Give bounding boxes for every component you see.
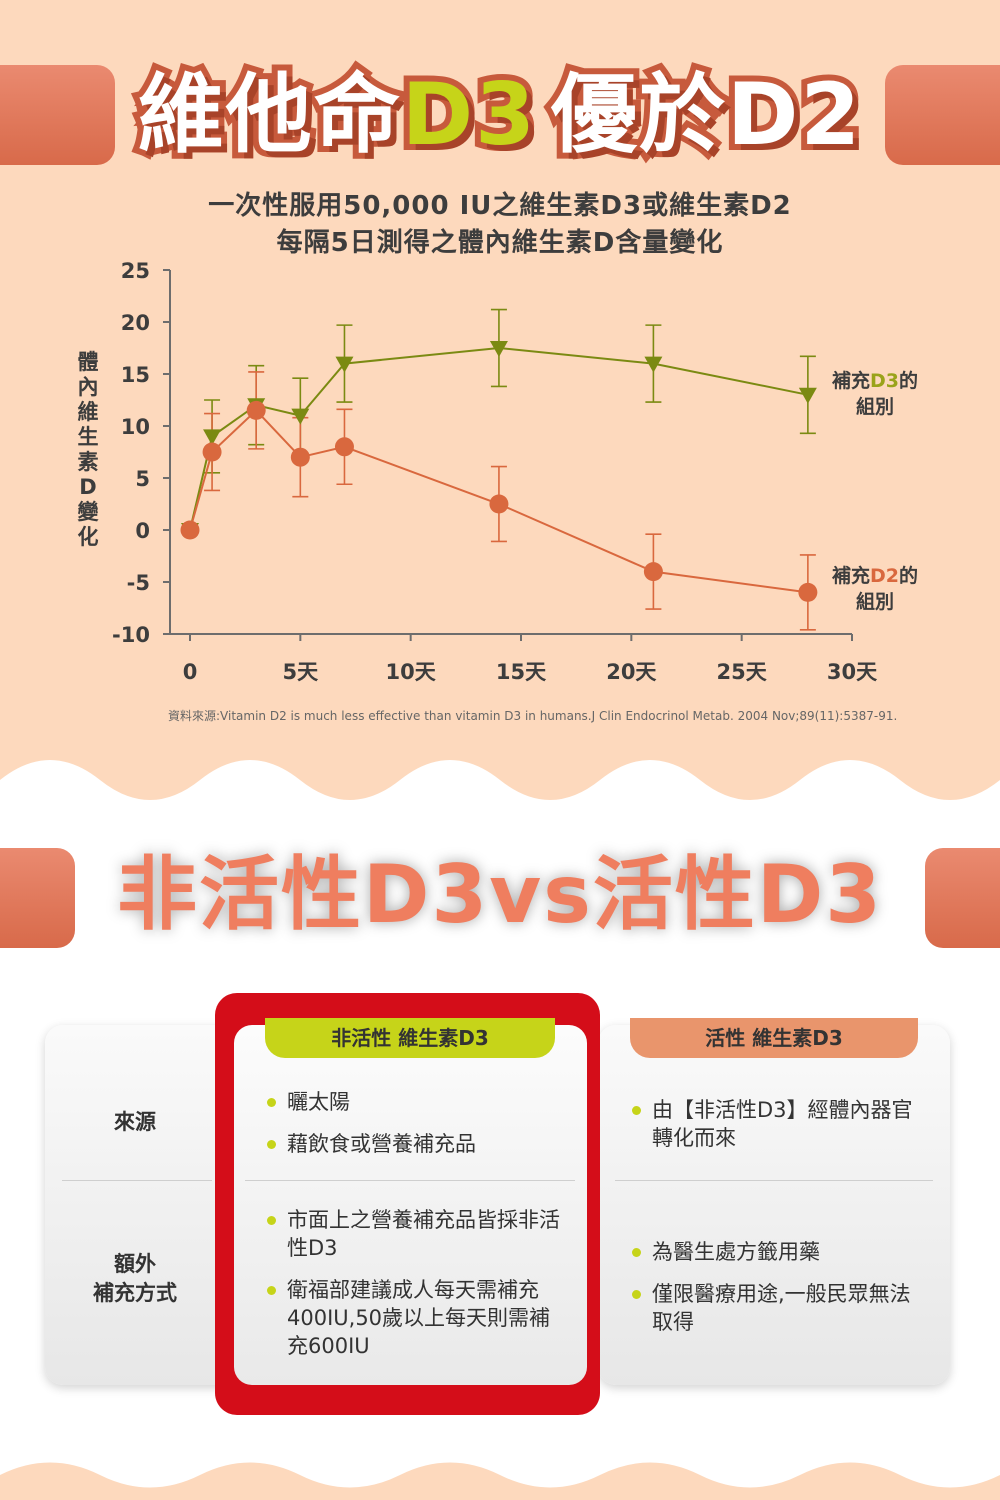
x-tick-label: 30天 bbox=[827, 660, 878, 684]
x-tick-label: 20天 bbox=[606, 660, 657, 684]
line-chart: 25 20 15 10 5 0 -5 -10 0 5天 10天 15天 20天 25天 30天 bbox=[112, 259, 878, 684]
active-extra-list: 為醫生處方籤用藥 僅限醫療用途,一般民眾無法取得 bbox=[630, 1238, 930, 1350]
legend-d3-line2: 組別 bbox=[855, 396, 894, 418]
y-tick-label: -10 bbox=[112, 623, 150, 647]
x-tick-label: 10天 bbox=[386, 660, 437, 684]
list-item: 僅限醫療用途,一般民眾無法取得 bbox=[630, 1280, 930, 1336]
data-point-d2 bbox=[180, 520, 200, 540]
data-point-d3 bbox=[644, 356, 663, 373]
y-tick-label: -5 bbox=[127, 571, 150, 595]
y-axis-label-char: 素 bbox=[77, 450, 99, 474]
page-title: 維他命D3 優於D2 bbox=[120, 59, 880, 171]
legend-d2-line2: 組別 bbox=[855, 591, 894, 613]
section2-title-text: 非活性D3vs活性D3 bbox=[111, 842, 887, 947]
y-axis-label-char: 內 bbox=[77, 375, 99, 399]
list-item: 由【非活性D3】經體內器官轉化而來 bbox=[630, 1096, 930, 1152]
left-divider bbox=[62, 1180, 212, 1181]
y-axis-label-char: 化 bbox=[77, 525, 99, 549]
right-divider bbox=[615, 1180, 933, 1181]
chart-section: 維他命D3 優於D2 一次性服用50,000 IU之維生素D3或維生素D2 每隔5… bbox=[0, 0, 1000, 800]
mid-divider bbox=[245, 1180, 575, 1181]
x-tick-label: 15天 bbox=[496, 660, 547, 684]
section2-bar-left bbox=[0, 848, 75, 948]
inactive-header: 非活性 維生素D3 bbox=[265, 1018, 555, 1058]
x-tick-label: 5天 bbox=[283, 660, 320, 684]
title-part3: 優於D2 bbox=[545, 59, 866, 171]
y-tick-label: 20 bbox=[121, 311, 150, 335]
row-label-extra: 額外 補充方式 bbox=[60, 1250, 210, 1308]
active-source-list: 由【非活性D3】經體內器官轉化而來 bbox=[630, 1096, 930, 1166]
data-point-d3 bbox=[335, 356, 354, 373]
data-point-d3 bbox=[203, 429, 222, 446]
data-point-d2 bbox=[290, 447, 310, 467]
data-point-d3 bbox=[291, 408, 310, 425]
series-line-d2 bbox=[189, 408, 809, 594]
title-part2: D3 bbox=[396, 59, 541, 171]
data-point-d2 bbox=[202, 442, 222, 462]
legend-d2-mid: D2 bbox=[870, 565, 899, 587]
y-axis-label-char: 體 bbox=[77, 350, 99, 374]
chart-source: 資料來源:Vitamin D2 is much less effective t… bbox=[168, 709, 898, 723]
inactive-source-list: 曬太陽 藉飲食或營養補充品 bbox=[265, 1088, 565, 1172]
chart-subtitle-line1: 一次性服用50,000 IU之維生素D3或維生素D2 bbox=[208, 191, 792, 221]
legend-d2-suffix: 的 bbox=[899, 565, 919, 587]
legend-d3: 補充D3的 組別 bbox=[820, 368, 930, 420]
y-tick-label: 25 bbox=[121, 259, 150, 283]
data-point-d2 bbox=[798, 582, 818, 602]
title-bar-right bbox=[885, 65, 1000, 165]
list-item: 市面上之營養補充品皆採非活性D3 bbox=[265, 1206, 565, 1262]
y-tick-label: 10 bbox=[121, 415, 150, 439]
active-header: 活性 維生素D3 bbox=[630, 1018, 918, 1058]
row-label-extra-line1: 額外 bbox=[114, 1252, 156, 1276]
list-item: 為醫生處方籤用藥 bbox=[630, 1238, 930, 1266]
legend-d2: 補充D2的 組別 bbox=[820, 563, 930, 615]
x-tick-label: 25天 bbox=[717, 660, 768, 684]
y-axis-label-char: D bbox=[79, 475, 97, 499]
section2-title: 非活性D3vs活性D3 bbox=[80, 840, 920, 950]
x-tick-label: 0 bbox=[183, 660, 198, 684]
row-label-extra-line2: 補充方式 bbox=[93, 1281, 177, 1305]
data-point-d2 bbox=[246, 400, 266, 420]
y-tick-label: 15 bbox=[121, 363, 150, 387]
title-part1: 維他命 bbox=[132, 59, 406, 171]
label-column bbox=[45, 1025, 245, 1385]
legend-d2-prefix: 補充 bbox=[831, 565, 870, 587]
data-point-d2 bbox=[643, 562, 663, 582]
data-point-d2 bbox=[489, 494, 509, 514]
legend-d3-suffix: 的 bbox=[899, 370, 919, 392]
data-point-d2 bbox=[334, 437, 354, 457]
y-tick-label: 0 bbox=[135, 519, 150, 543]
list-item: 曬太陽 bbox=[265, 1088, 565, 1116]
y-axis-label-char: 生 bbox=[77, 425, 99, 449]
active-column bbox=[598, 1025, 950, 1385]
legend-d3-mid: D3 bbox=[870, 370, 899, 392]
section2-bar-right bbox=[925, 848, 1000, 948]
y-tick-label: 5 bbox=[135, 467, 150, 491]
title-bar-left bbox=[0, 65, 115, 165]
list-item: 藉飲食或營養補充品 bbox=[265, 1130, 565, 1158]
chart-subtitle-line2: 每隔5日測得之體內維生素D含量變化 bbox=[276, 228, 724, 258]
inactive-extra-list: 市面上之營養補充品皆採非活性D3 衛福部建議成人每天需補充400IU,50歲以上… bbox=[265, 1206, 565, 1374]
data-point-d3 bbox=[798, 387, 817, 404]
bottom-wave bbox=[0, 1462, 1000, 1500]
y-axis-label-char: 維 bbox=[77, 400, 99, 424]
row-label-source: 來源 bbox=[114, 1110, 156, 1134]
legend-d3-prefix: 補充 bbox=[831, 370, 870, 392]
y-axis-label-char: 變 bbox=[77, 500, 99, 524]
inactive-column bbox=[234, 1025, 587, 1385]
data-point-d3 bbox=[489, 341, 508, 357]
wave-divider bbox=[0, 760, 1000, 820]
list-item: 衛福部建議成人每天需補充400IU,50歲以上每天則需補充600IU bbox=[265, 1276, 565, 1360]
